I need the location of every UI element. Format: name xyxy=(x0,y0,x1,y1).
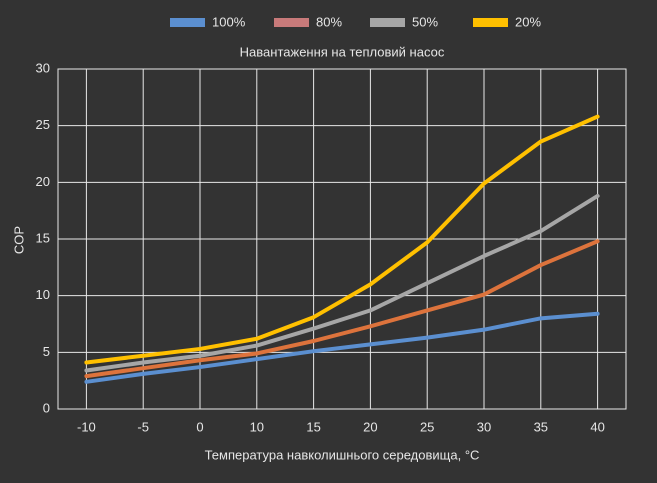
series-line xyxy=(84,311,600,384)
y-tick-label: 30 xyxy=(36,60,50,75)
legend-label: 20% xyxy=(515,14,541,29)
legend-label: 50% xyxy=(412,14,438,29)
y-tick-label: 20 xyxy=(36,174,50,189)
chart-title: Навантаження на тепловий насос xyxy=(240,44,445,59)
x-tick-label: 35 xyxy=(534,419,548,434)
x-tick-label: -5 xyxy=(137,419,149,434)
legend-label: 80% xyxy=(316,14,342,29)
legend-swatch xyxy=(370,18,405,27)
x-tick-label: -10 xyxy=(77,419,96,434)
y-axis-label: COP xyxy=(11,226,26,254)
x-tick-label: 15 xyxy=(306,419,320,434)
y-tick-label: 15 xyxy=(36,230,50,245)
y-tick-label: 5 xyxy=(43,344,50,359)
series-line xyxy=(84,239,600,379)
x-tick-label: 0 xyxy=(196,419,203,434)
x-tick-label: 25 xyxy=(420,419,434,434)
series-line xyxy=(84,193,600,373)
series-line xyxy=(84,114,600,365)
legend-swatch xyxy=(473,18,508,27)
legend-swatch xyxy=(170,18,205,27)
x-tick-label: 10 xyxy=(250,419,264,434)
y-tick-label: 25 xyxy=(36,117,50,132)
x-tick-label: 40 xyxy=(590,419,604,434)
legend-label: 100% xyxy=(212,14,246,29)
x-axis-label: Температура навколишнього середовища, °C xyxy=(205,447,480,462)
y-tick-label: 0 xyxy=(43,400,50,415)
x-tick-label: 30 xyxy=(477,419,491,434)
legend-swatch xyxy=(274,18,309,27)
y-tick-label: 10 xyxy=(36,287,50,302)
x-tick-label: 20 xyxy=(363,419,377,434)
